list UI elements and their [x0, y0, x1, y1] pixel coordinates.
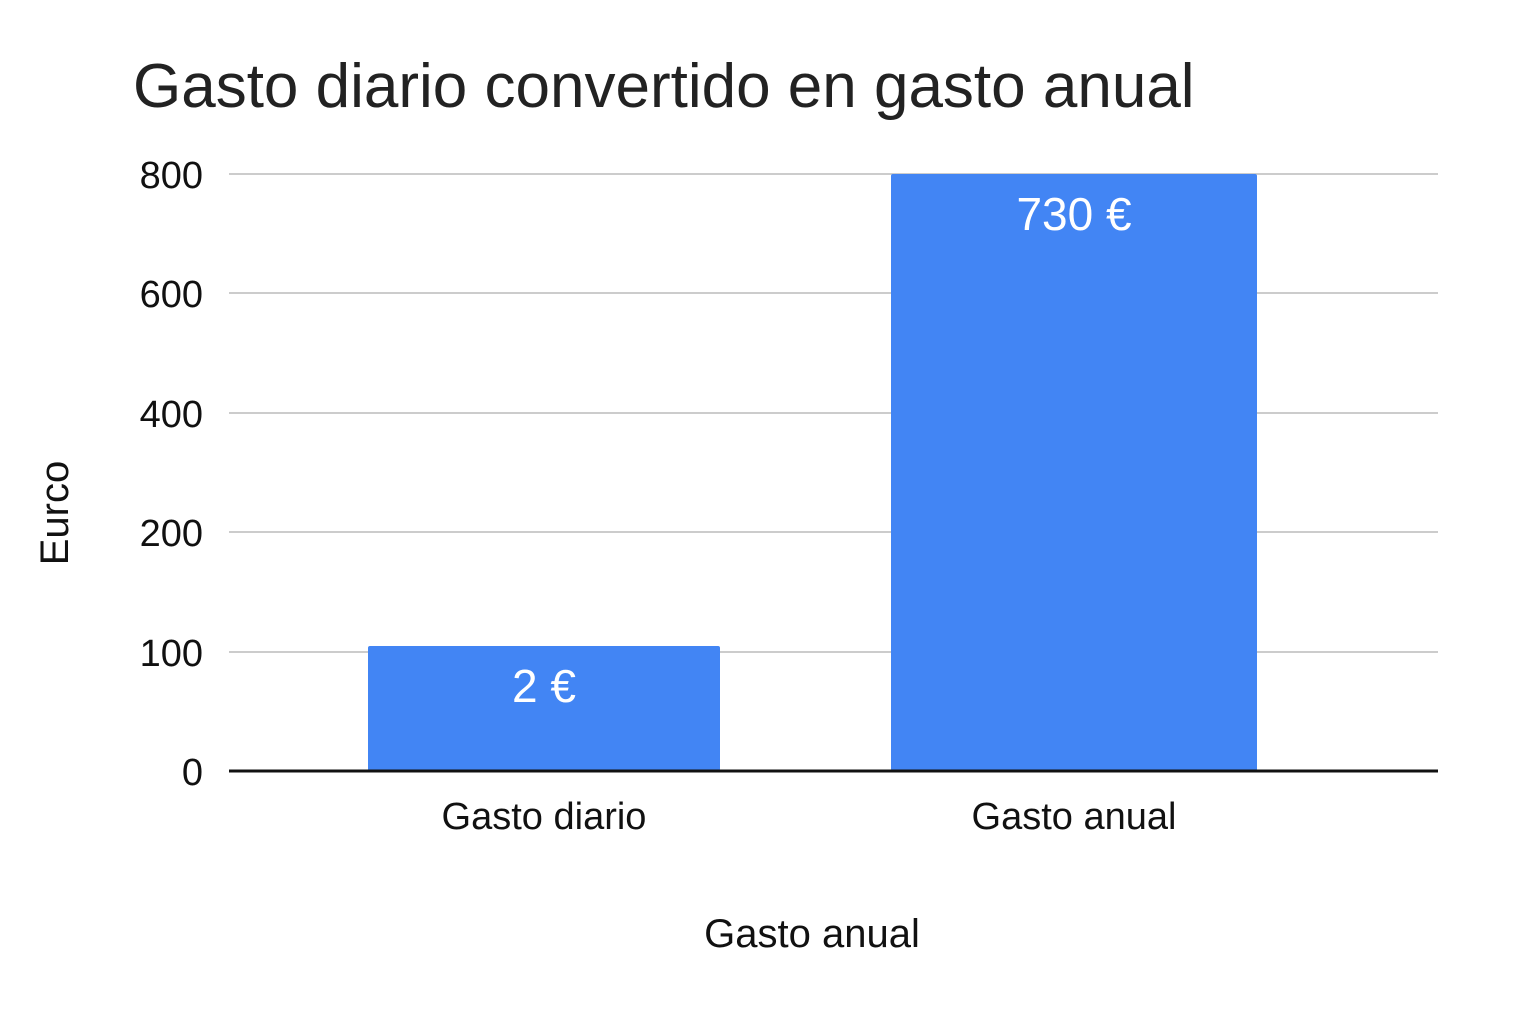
x-axis-title: Gasto anual	[704, 912, 920, 956]
bar-gasto-diario	[368, 646, 720, 771]
x-tick-label: Gasto diario	[442, 796, 647, 838]
y-tick-label: 0	[182, 752, 203, 794]
bar-data-label: 2 €	[512, 660, 576, 712]
x-tick-label: Gasto anual	[972, 796, 1177, 838]
x-axis-ticks: Gasto diario Gasto anual	[442, 796, 1177, 838]
bar-gasto-anual	[891, 174, 1257, 771]
chart-title: Gasto diario convertido en gasto anual	[133, 52, 1195, 121]
data-labels: 2 € 730 €	[512, 188, 1132, 712]
y-tick-label: 600	[140, 274, 203, 316]
bars	[368, 174, 1257, 771]
y-axis-ticks: 0 100 200 400 600 800	[140, 155, 203, 794]
bar-data-label: 730 €	[1016, 188, 1131, 240]
y-tick-label: 400	[140, 394, 203, 436]
y-axis-title: Eurco	[33, 461, 77, 566]
y-tick-label: 200	[140, 513, 203, 555]
y-tick-label: 800	[140, 155, 203, 197]
y-tick-label: 100	[140, 633, 203, 675]
